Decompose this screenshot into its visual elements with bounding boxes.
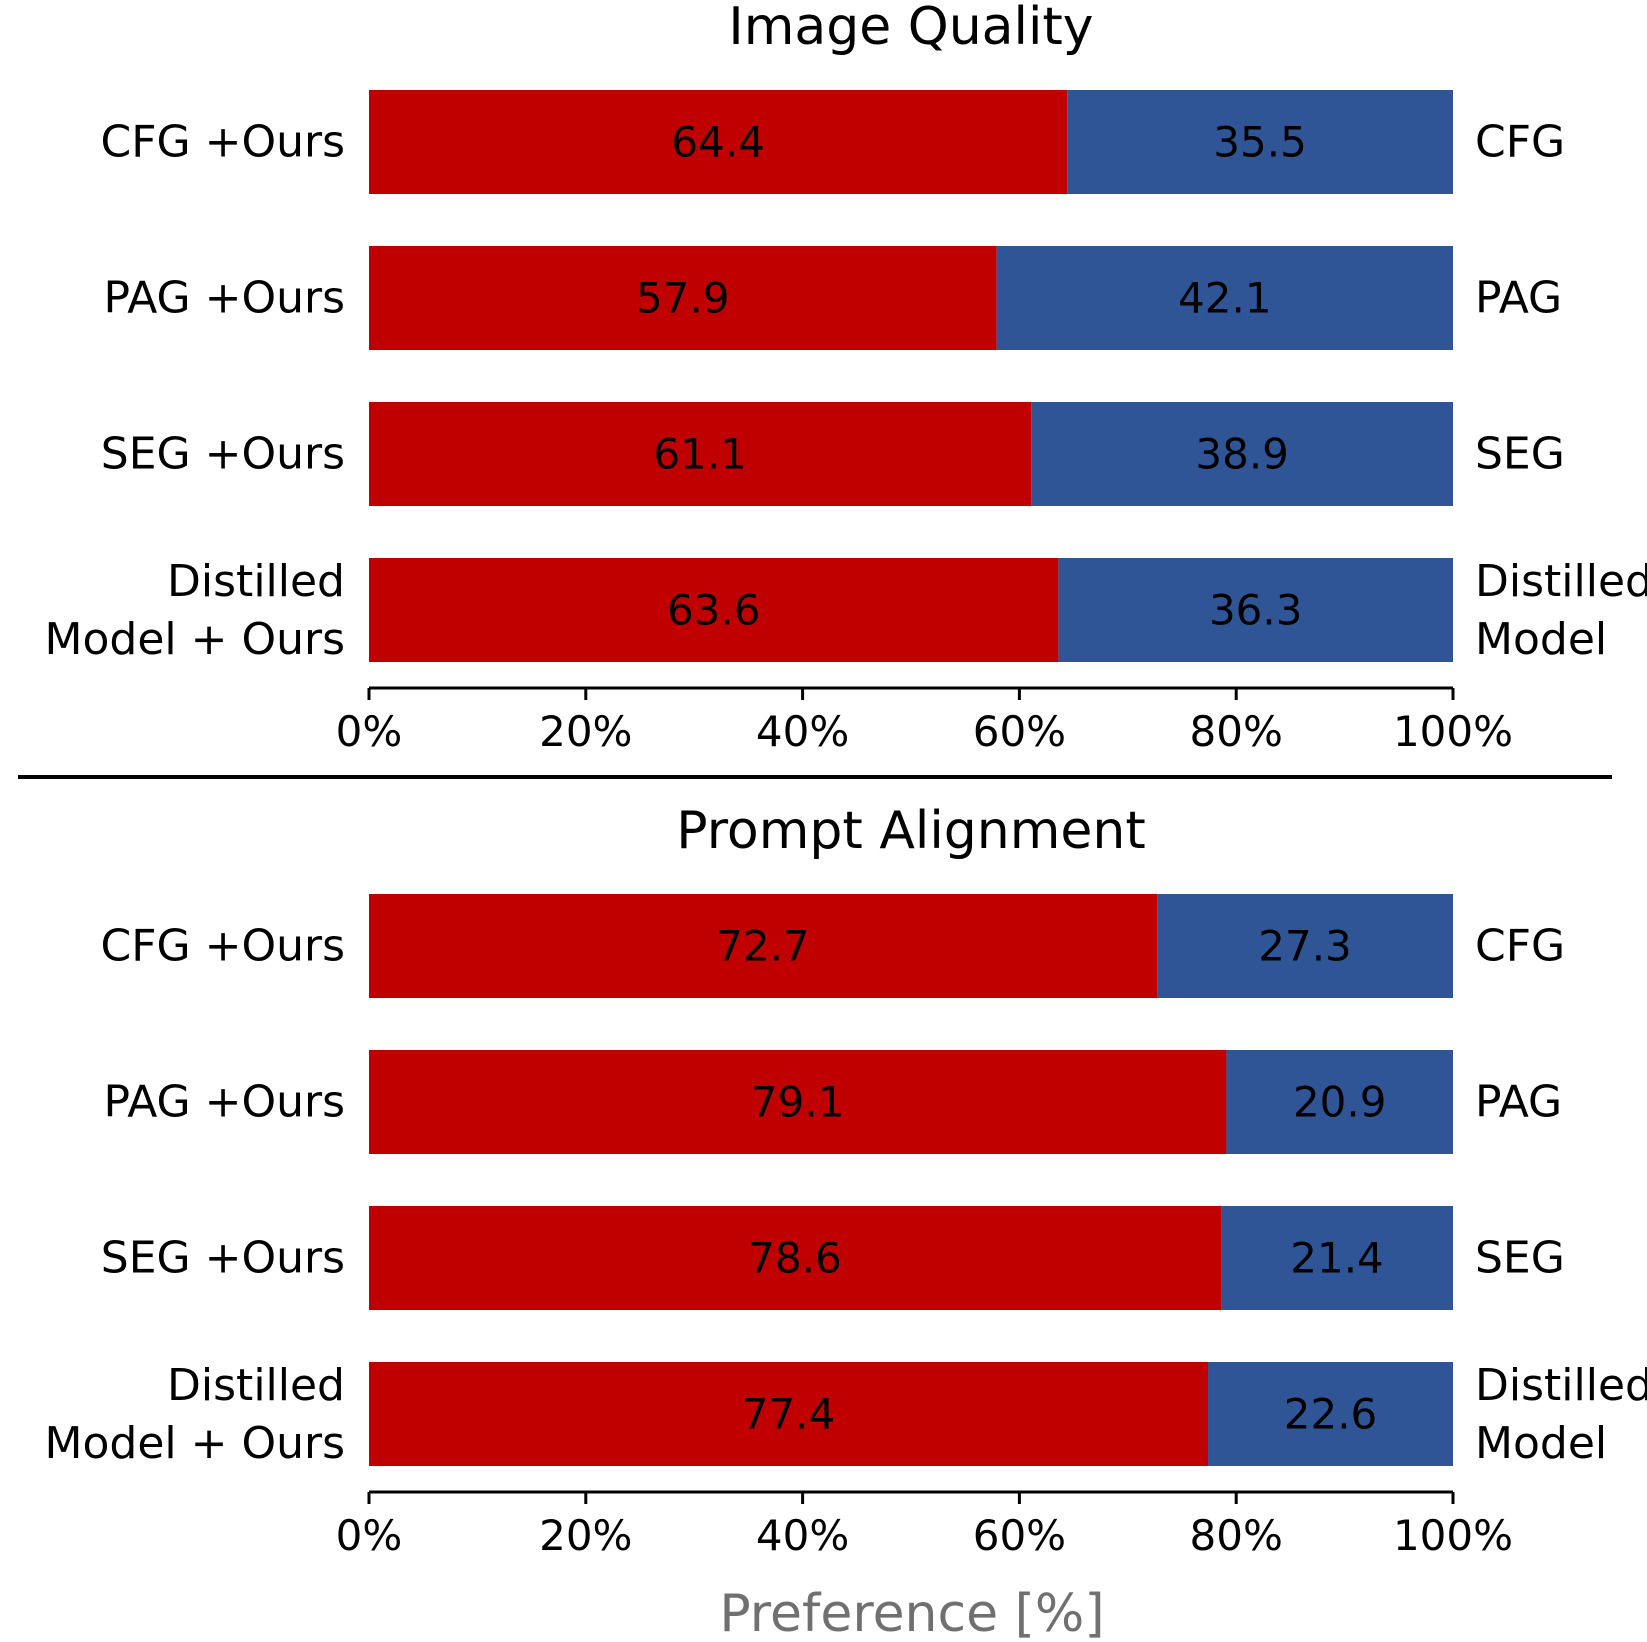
x-tick-label: 60% — [973, 1511, 1066, 1560]
category-label-right: CFG — [1475, 117, 1565, 168]
value-label-baseline: 38.9 — [1195, 430, 1289, 479]
category-label-right: SEG — [1475, 429, 1565, 480]
category-label-right: Distilled Model — [1475, 1360, 1647, 1469]
value-label-baseline: 21.4 — [1290, 1234, 1384, 1283]
bar-baseline — [1226, 1050, 1453, 1154]
bar-ours — [369, 402, 1032, 506]
category-label-left: Distilled Model + Ours — [45, 1360, 345, 1469]
bar-ours — [369, 894, 1158, 998]
x-tick-label: 20% — [539, 707, 632, 756]
category-label-left: CFG +Ours — [100, 117, 345, 168]
category-label-right: CFG — [1475, 921, 1565, 972]
x-tick-label: 100% — [1393, 1511, 1513, 1560]
category-label-left: SEG +Ours — [101, 1233, 345, 1284]
x-tick-label: 0% — [336, 707, 403, 756]
bar-ours — [369, 1362, 1209, 1466]
bar-ours — [369, 90, 1068, 194]
category-label-right: PAG — [1475, 273, 1562, 324]
bar-ours — [369, 1206, 1222, 1310]
bar-baseline — [1221, 1206, 1453, 1310]
category-label-left: PAG +Ours — [103, 273, 345, 324]
x-tick-label: 40% — [756, 1511, 849, 1560]
bar-baseline — [1031, 402, 1453, 506]
chart-panel-1: Image Quality 64.4 35.5 CFG +Ours CFG 57.9 42.… — [45, 0, 1647, 756]
value-label-ours: 64.4 — [671, 118, 765, 167]
x-tick-label: 40% — [756, 707, 849, 756]
bar-baseline — [996, 246, 1453, 350]
chart-title: Prompt Alignment — [676, 801, 1146, 861]
value-label-baseline: 22.6 — [1284, 1390, 1378, 1439]
bar-baseline — [1157, 894, 1453, 998]
value-label-ours: 57.9 — [636, 274, 730, 323]
value-label-ours: 63.6 — [667, 586, 761, 635]
value-label-baseline: 20.9 — [1293, 1078, 1387, 1127]
bar-baseline — [1058, 558, 1453, 662]
bar-ours — [369, 1050, 1227, 1154]
category-label-left: SEG +Ours — [101, 429, 345, 480]
x-tick-label: 80% — [1190, 707, 1283, 756]
value-label-ours: 72.7 — [716, 922, 810, 971]
category-label-left: Distilled Model + Ours — [45, 556, 345, 665]
value-label-ours: 79.1 — [751, 1078, 845, 1127]
category-label-right: SEG — [1475, 1233, 1565, 1284]
x-tick-label: 20% — [539, 1511, 632, 1560]
x-tick-label: 80% — [1190, 1511, 1283, 1560]
value-label-ours: 61.1 — [653, 430, 747, 479]
x-tick-label: 0% — [336, 1511, 403, 1560]
value-label-baseline: 42.1 — [1178, 274, 1272, 323]
chart-title: Image Quality — [728, 0, 1093, 57]
value-label-baseline: 35.5 — [1213, 118, 1307, 167]
value-label-baseline: 36.3 — [1209, 586, 1303, 635]
x-axis-label: Preference [%] — [719, 1584, 1104, 1642]
bar-baseline — [1067, 90, 1453, 194]
category-label-left: CFG +Ours — [100, 921, 345, 972]
chart-panel-2: Prompt Alignment 72.7 27.3 CFG +Ours CFG 79.1… — [45, 801, 1647, 1560]
bar-ours — [369, 246, 997, 350]
bar-baseline — [1208, 1362, 1453, 1466]
x-tick-label: 100% — [1393, 707, 1513, 756]
category-label-left: PAG +Ours — [103, 1077, 345, 1128]
value-label-ours: 77.4 — [742, 1390, 836, 1439]
category-label-right: PAG — [1475, 1077, 1562, 1128]
bar-ours — [369, 558, 1059, 662]
value-label-baseline: 27.3 — [1258, 922, 1352, 971]
x-tick-label: 60% — [973, 707, 1066, 756]
chart-panels: Image Quality 64.4 35.5 CFG +Ours CFG 57.9 42.… — [45, 0, 1647, 1560]
category-label-right: Distilled Model — [1475, 556, 1647, 665]
value-label-ours: 78.6 — [748, 1234, 842, 1283]
